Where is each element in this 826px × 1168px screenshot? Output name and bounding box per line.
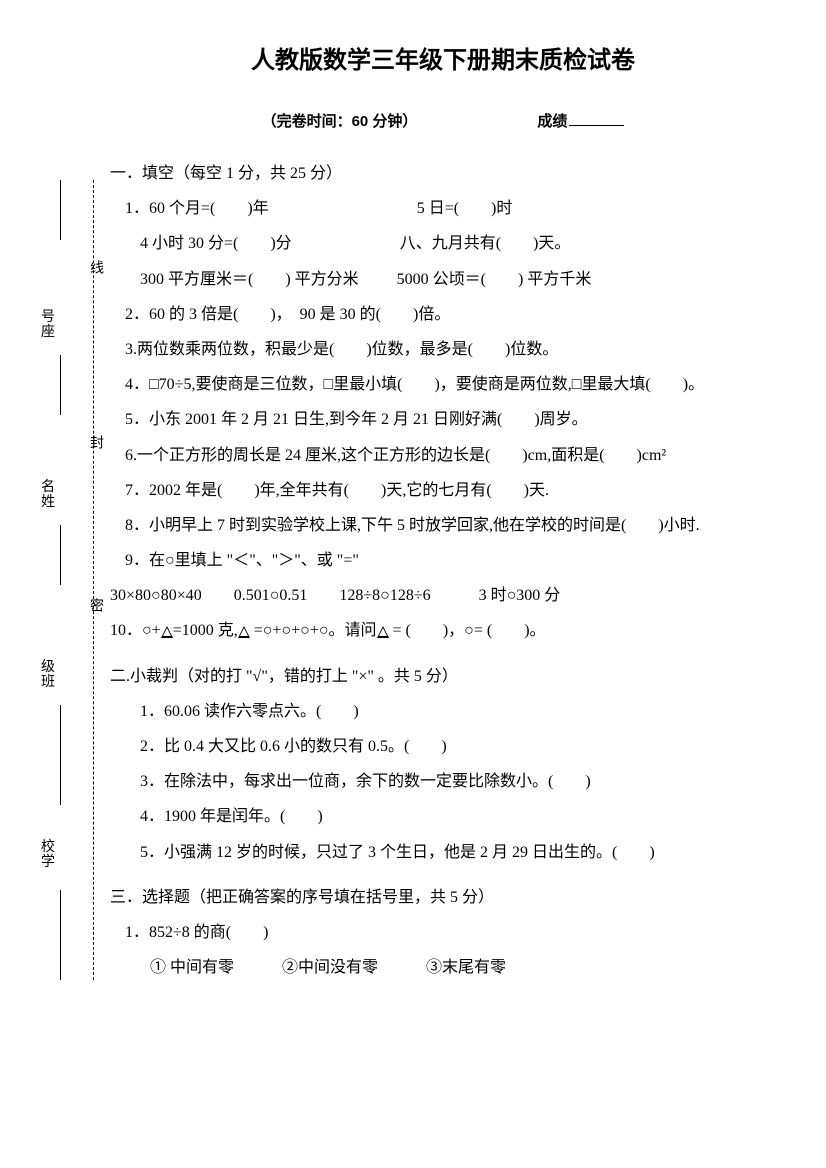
solid-seg [60,705,61,805]
q1c: 4 小时 30 分=( )分 [140,235,292,252]
q1-line2: 4 小时 30 分=( )分 八、九月共有( )天。 [140,226,776,261]
solid-seg [60,525,61,585]
side-label-text: 号座 [41,310,55,340]
section-1-head: 一．填空（每空 1 分，共 25 分） [110,156,776,191]
q1d: 八、九月共有( )天。 [400,235,571,252]
section-3: 三．选择题（把正确答案的序号填在括号里，共 5 分） 1．852÷8 的商( )… [110,880,776,986]
side-label-seat: 号座 [39,310,57,341]
triangle-icon [161,626,173,638]
q9: 9．在○里填上 "＜"、"＞"、或 "=" [125,543,776,578]
side-label-school: 校学 [39,840,57,871]
q3: 3.两位数乘两位数，积最少是( )位数，最多是( )位数。 [125,332,776,367]
section-2-head: 二.小裁判（对的打 "√"，错的打上 "×" 。共 5 分） [110,659,776,694]
score-label: 成绩 [537,110,624,131]
side-label-text: 级班 [41,660,55,690]
page-title: 人教版数学三年级下册期末质检试卷 [110,40,776,75]
triangle-icon [377,626,389,638]
q10a: 10．○+ [110,622,161,639]
time-limit: （完卷时间：60 分钟） [262,110,418,131]
q10: 10．○+ =1000 克, =○+○+○+○。请问 = ( )，○= ( )。 [110,613,776,648]
side-label-xian: 线 [85,260,105,276]
q10c: =○+○+○+○。请问 [250,622,377,639]
side-label-class: 级班 [39,660,57,691]
q1-line3: 300 平方厘米＝( ) 平方分米 5000 公顷＝( ) 平方千米 [140,262,776,297]
q6: 6.一个正方形的周长是 24 厘米,这个正方形的边长是( )cm,面积是( )c… [125,438,776,473]
s2q4: 4．1900 年是闰年。( ) [140,799,776,834]
s3q1-opts: ① 中间有零 ②中间没有零 ③末尾有零 [150,950,776,985]
s2q3: 3．在除法中，每求出一位商，余下的数一定要比除数小。( ) [140,764,776,799]
triangle-icon [238,626,250,638]
side-label-text: 校学 [41,840,55,870]
s3q1: 1．852÷8 的商( ) [125,915,776,950]
section-3-head: 三．选择题（把正确答案的序号填在括号里，共 5 分） [110,880,776,915]
section-1: 一．填空（每空 1 分，共 25 分） 1．60 个月=( )年 5 日=( )… [110,156,776,649]
binding-margin: 线 号座 封 名姓 密 级班 校学 [45,180,95,980]
q9-row: 30×80○80×40 0.501○0.51 128÷8○128÷6 3 时○3… [110,578,776,613]
q2: 2．60 的 3 倍是( )， 90 是 30 的( )倍。 [125,297,776,332]
subtitle-row: （完卷时间：60 分钟） 成绩 [110,110,776,131]
solid-seg [60,890,61,980]
q1e: 300 平方厘米＝( ) 平方分米 [140,271,359,288]
side-label-feng: 封 [85,435,105,451]
q5: 5．小东 2001 年 2 月 21 日生,到今年 2 月 21 日刚好满( )… [125,402,776,437]
q8: 8．小明早上 7 时到实验学校上课,下午 5 时放学回家,他在学校的时间是( )… [125,508,776,543]
s2q5: 5．小强满 12 岁的时候，只过了 3 个生日，他是 2 月 29 日出生的。(… [140,835,776,870]
side-label-name: 名姓 [39,480,57,511]
score-text: 成绩 [537,113,567,130]
solid-seg [60,355,61,415]
solid-seg [60,180,61,240]
q1a: 1．60 个月=( )年 [125,200,269,217]
q1f: 5000 公顷＝( ) 平方千米 [397,271,592,288]
s2q2: 2．比 0.4 大又比 0.6 小的数只有 0.5。( ) [140,729,776,764]
s2q1: 1．60.06 读作六零点六。( ) [140,694,776,729]
section-2: 二.小裁判（对的打 "√"，错的打上 "×" 。共 5 分） 1．60.06 读… [110,659,776,870]
q1-line1: 1．60 个月=( )年 5 日=( )时 [125,191,776,226]
score-blank[interactable] [569,125,624,126]
q10b: =1000 克, [173,622,238,639]
dashed-line [93,180,94,980]
q4: 4．□70÷5,要使商是三位数，□里最小填( )，要使商是两位数,□里最大填( … [125,367,776,402]
q10d: = ( )，○= ( )。 [389,622,546,639]
q7: 7．2002 年是( )年,全年共有( )天,它的七月有( )天. [125,473,776,508]
side-label-mi: 密 [85,598,105,614]
side-label-text: 名姓 [41,480,55,510]
q1b: 5 日=( )时 [417,200,513,217]
